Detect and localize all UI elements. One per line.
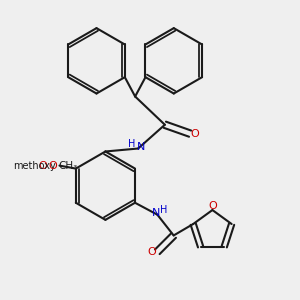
Text: O: O: [39, 160, 48, 171]
Text: O: O: [148, 247, 156, 257]
Text: N: N: [152, 208, 160, 218]
Text: methoxy: methoxy: [13, 160, 56, 171]
Text: H: H: [128, 139, 135, 149]
Text: N: N: [137, 142, 145, 152]
Text: CH₃: CH₃: [59, 160, 78, 171]
Text: O: O: [208, 202, 217, 212]
Text: H: H: [160, 205, 167, 215]
Text: O: O: [48, 160, 57, 171]
Text: O: O: [190, 129, 199, 139]
